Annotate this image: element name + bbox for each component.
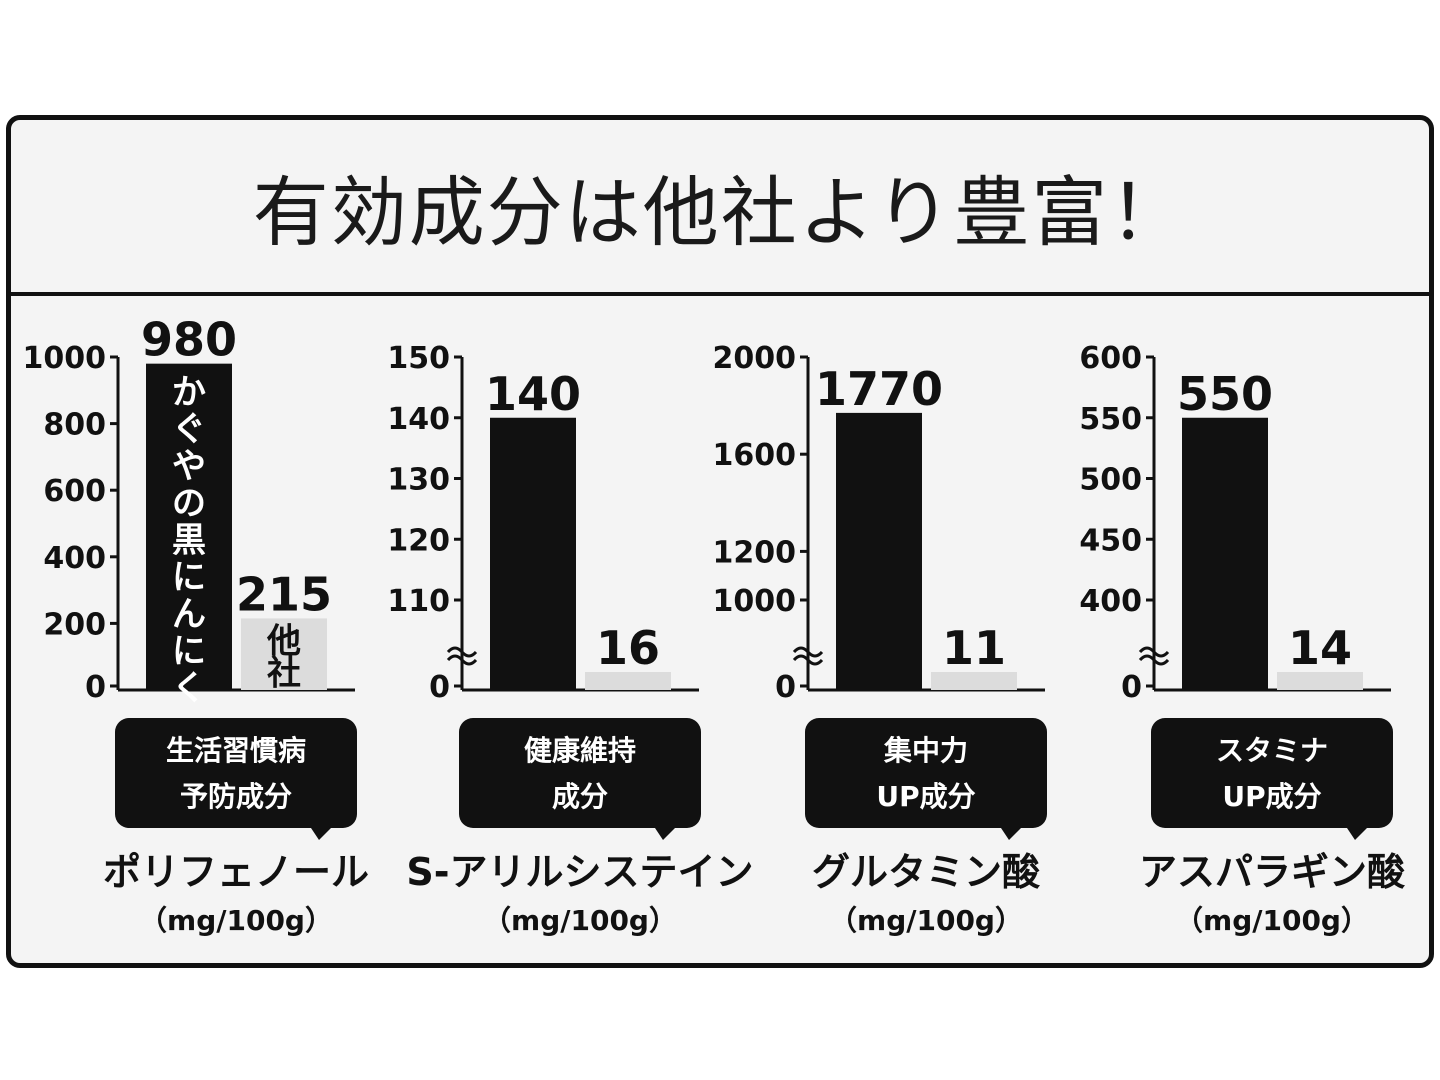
page-title: 有効成分は他社より豊富！ [252,168,1188,257]
y-tick-label: 0 [775,670,796,705]
callout-box [1151,718,1393,840]
value-label: 14 [1288,621,1352,675]
y-tick-label: 0 [85,670,106,705]
y-tick-label: 2000 [713,341,797,376]
bar-others [1277,672,1363,690]
bar-label-ours: かぐやの黒にんにく [172,373,206,709]
category-title: ポリフェノール [103,850,369,894]
category-title: S-アリルシステイン [406,850,753,894]
y-tick-label: 400 [1079,584,1142,619]
y-tick-label: 110 [387,584,450,619]
y-tick-label: 130 [387,463,450,498]
y-tick-label: 1000 [23,341,107,376]
y-tick-label: 600 [1079,341,1142,376]
value-label: 215 [236,567,332,621]
callout-line-2: UP成分 [1222,780,1321,813]
bar-others [241,618,327,690]
bar-ours [1182,417,1268,690]
y-tick-label: 800 [43,408,106,443]
title-divider [11,292,1429,296]
value-label: 16 [596,621,660,675]
y-tick-label: 0 [1121,670,1142,705]
callout-line-1: 生活習慣病 [166,734,306,767]
category-title: グルタミン酸 [812,850,1041,894]
bar-label-others: 他社 [266,621,301,693]
y-tick-label: 140 [387,402,450,437]
bar-ours [836,412,922,690]
unit-label: （mg/100g） [1175,904,1369,937]
callout-line-1: 集中力 [883,734,968,767]
axis-break-icon [446,646,478,666]
category-title: アスパラギン酸 [1139,850,1406,894]
y-tick-label: 1200 [713,535,797,570]
callout-box [805,718,1047,840]
callout-line-1: スタミナ [1216,734,1328,767]
callout-line-2: UP成分 [876,780,975,813]
y-tick-label: 150 [387,341,450,376]
y-tick-label: 400 [43,541,106,576]
bar-ours [146,363,232,690]
bar-others [585,672,671,690]
value-label: 980 [141,313,237,367]
y-tick-label: 500 [1079,463,1142,498]
y-tick-label: 200 [43,607,106,642]
y-tick-label: 1600 [713,438,797,473]
y-tick-label: 0 [429,670,450,705]
unit-label: （mg/100g） [829,904,1023,937]
y-tick-label: 450 [1079,523,1142,558]
bar-ours [490,417,576,690]
value-label: 140 [485,367,581,421]
callout-line-1: 健康維持 [524,734,636,767]
y-tick-label: 550 [1079,402,1142,437]
bar-others [931,672,1017,690]
callout-box [115,718,357,840]
axis-break-icon [1138,646,1170,666]
callout-line-2: 成分 [552,780,608,813]
unit-label: （mg/100g） [483,904,677,937]
callout-line-2: 予防成分 [180,780,292,813]
axis-break-icon [792,646,824,666]
unit-label: （mg/100g） [139,904,333,937]
y-tick-label: 120 [387,523,450,558]
y-tick-label: 1000 [713,584,797,619]
value-label: 1770 [815,362,943,416]
callout-box [459,718,701,840]
value-label: 11 [942,621,1006,675]
value-label: 550 [1177,367,1273,421]
y-tick-label: 600 [43,474,106,509]
